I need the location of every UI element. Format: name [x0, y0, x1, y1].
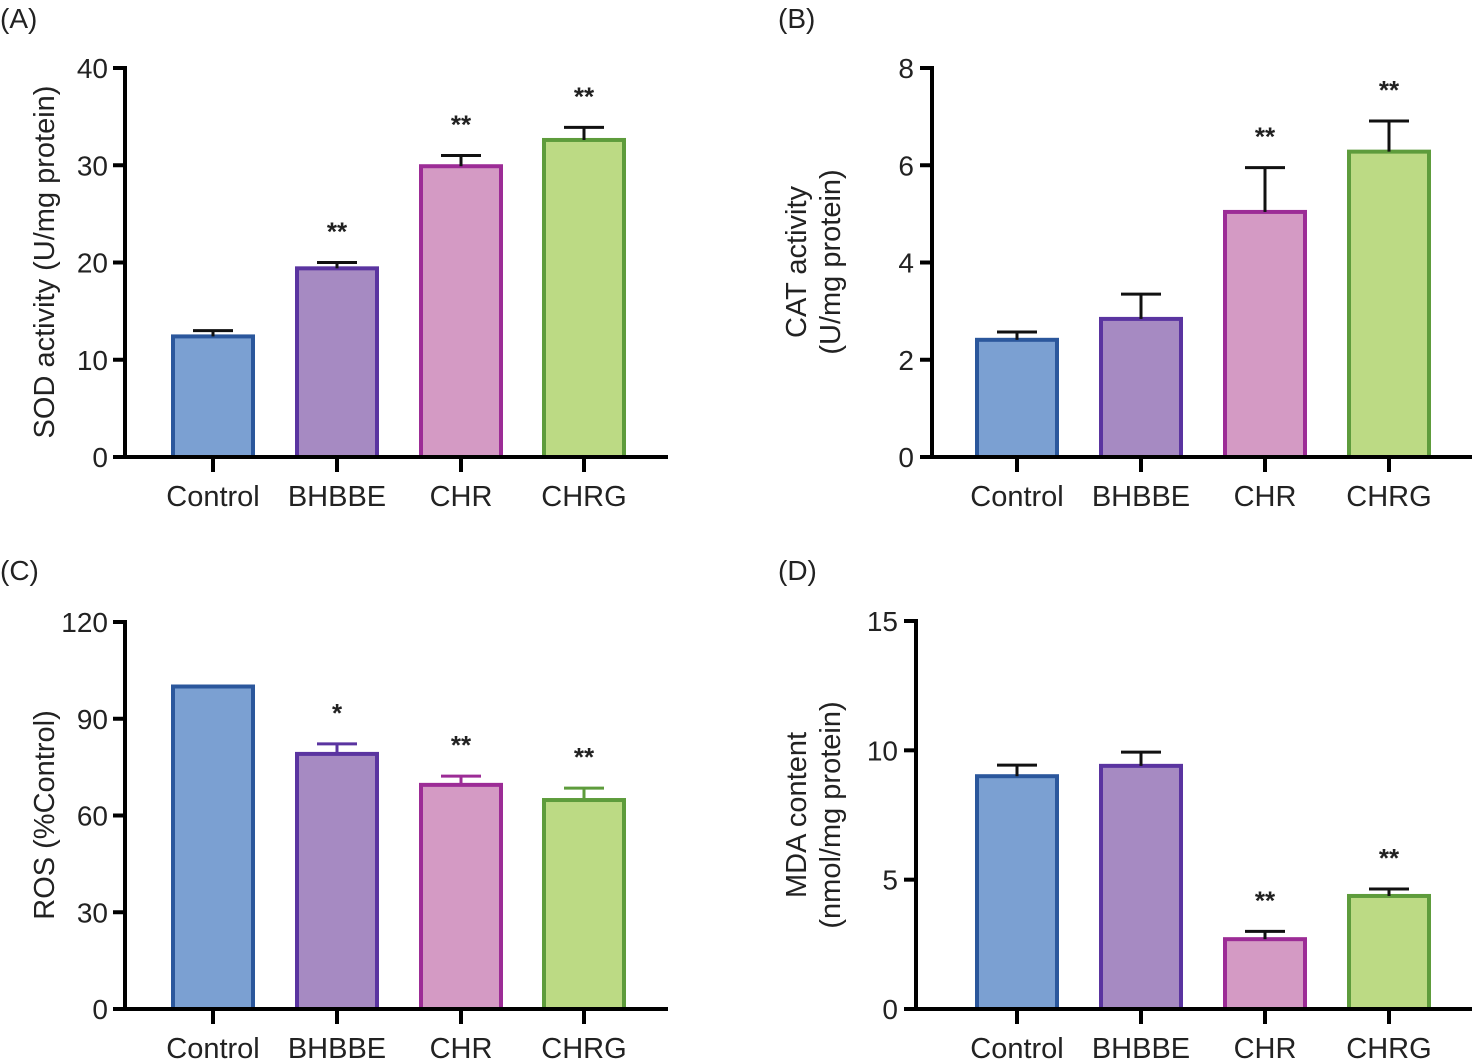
bar-control: [975, 774, 1059, 1012]
x-tick-label: CHR: [430, 1033, 493, 1064]
panel-label: (B): [778, 3, 815, 34]
y-tick-label: 6: [898, 150, 914, 181]
bar-control: [171, 684, 255, 1011]
y-axis-label: MDA content(nmol/mg protein): [781, 701, 847, 928]
bar-bhbbe: [1099, 316, 1183, 459]
bar-control: [975, 337, 1059, 459]
y-axis-label-line: CAT activity: [781, 185, 813, 338]
panel-a: (A) SOD activity (U/mg protein) Control ** B…: [0, 3, 668, 513]
bar-chrg: [1347, 893, 1431, 1011]
y-tick-label: 0: [898, 442, 914, 473]
x-tick-label: CHR: [430, 481, 493, 513]
y-tick-label: 20: [77, 248, 108, 279]
x-tick-label: CHR: [1234, 1033, 1297, 1064]
y-tick-label: 5: [882, 865, 898, 896]
x-tick-label: CHRG: [1346, 1033, 1431, 1064]
significance-marker: **: [451, 730, 472, 760]
significance-marker: **: [1379, 843, 1400, 873]
y-tick-label: 0: [882, 994, 898, 1025]
y-tick-label: 0: [92, 442, 108, 473]
y-axis-label: CAT activity(U/mg protein): [781, 169, 847, 354]
x-tick-label: CHRG: [1346, 481, 1431, 513]
bar-chrg: [542, 137, 626, 459]
panel-label: (D): [778, 555, 817, 586]
panel-label: (A): [0, 3, 37, 34]
bar-control: [171, 334, 255, 459]
y-tick-label: 0: [92, 994, 108, 1025]
y-axis-label: ROS (%Control): [29, 710, 61, 920]
bar-chr: [1223, 209, 1307, 459]
x-tick-label: BHBBE: [288, 1033, 386, 1064]
x-tick-label: Control: [970, 481, 1064, 513]
y-axis-label-line: MDA content: [781, 732, 813, 898]
x-tick-label: Control: [166, 481, 260, 513]
x-tick-label: BHBBE: [288, 481, 386, 513]
significance-marker: **: [574, 81, 595, 111]
significance-marker: **: [327, 217, 348, 247]
y-tick-label: 4: [898, 248, 914, 279]
y-tick-label: 30: [77, 150, 108, 181]
bar-chrg: [1347, 149, 1431, 459]
bar-chr: [1223, 937, 1307, 1011]
significance-marker: **: [1255, 885, 1276, 915]
panel-b: (B) CAT activity(U/mg protein) Control BHBB…: [778, 3, 1472, 513]
x-tick-label: Control: [970, 1033, 1064, 1064]
panel-d: (D) MDA content(nmol/mg protein) Control BH…: [778, 555, 1472, 1064]
significance-marker: **: [1255, 122, 1276, 152]
y-tick-label: 90: [77, 704, 108, 735]
bar-chr: [419, 164, 503, 459]
significance-marker: **: [1379, 75, 1400, 105]
y-axis-label-line: SOD activity (U/mg protein): [29, 86, 61, 439]
y-axis-label-line: (U/mg protein): [815, 169, 847, 354]
bar-chrg: [542, 798, 626, 1012]
x-tick-label: CHR: [1234, 481, 1297, 513]
y-tick-label: 10: [77, 345, 108, 376]
x-tick-label: Control: [166, 1033, 260, 1064]
x-tick-label: BHBBE: [1092, 1033, 1190, 1064]
panel-label: (C): [0, 555, 39, 586]
y-axis-label: SOD activity (U/mg protein): [29, 86, 61, 439]
y-tick-label: 40: [77, 53, 108, 84]
bar-bhbbe: [295, 751, 379, 1012]
significance-marker: *: [332, 698, 343, 728]
x-tick-label: BHBBE: [1092, 481, 1190, 513]
bar-chr: [419, 782, 503, 1011]
y-tick-label: 10: [867, 735, 898, 766]
y-tick-label: 2: [898, 345, 914, 376]
x-tick-label: CHRG: [541, 1033, 626, 1064]
bar-bhbbe: [1099, 763, 1183, 1011]
significance-marker: **: [574, 742, 595, 772]
y-axis-label-line: ROS (%Control): [29, 710, 61, 920]
y-tick-label: 15: [867, 606, 898, 637]
y-tick-label: 30: [77, 897, 108, 928]
y-tick-label: 120: [61, 607, 108, 638]
panel-c: (C) ROS (%Control) Control * BHBBE ** CHR ** CHR…: [0, 555, 668, 1064]
significance-marker: **: [451, 110, 472, 140]
y-tick-label: 60: [77, 801, 108, 832]
y-tick-label: 8: [898, 53, 914, 84]
x-tick-label: CHRG: [541, 481, 626, 513]
y-axis-label-line: (nmol/mg protein): [815, 701, 847, 928]
bar-bhbbe: [295, 266, 379, 459]
